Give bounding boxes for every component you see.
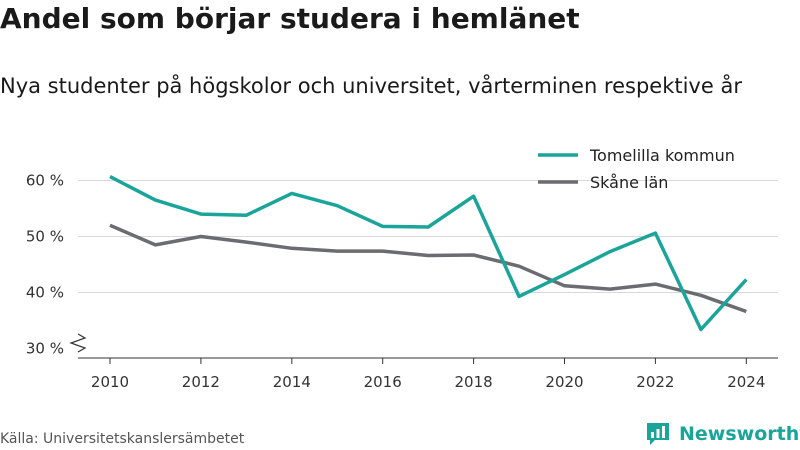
grid-lines	[78, 180, 778, 293]
y-tick-label: 40 %	[26, 284, 64, 302]
x-tick-label: 2020	[545, 373, 583, 391]
line-chart: 30 % 40 % 50 % 60 % 2010 2012 2014 2016 2018 202…	[26, 146, 778, 391]
y-tick-label: 50 %	[26, 228, 64, 246]
x-tick-label: 2018	[455, 373, 493, 391]
brand-name: Newsworthy	[679, 423, 800, 445]
x-tick-label: 2022	[636, 373, 674, 391]
chart-subtitle: Nya studenter på högskolor och universit…	[0, 74, 742, 98]
x-tick-label: 2012	[182, 373, 220, 391]
x-tick-label: 2016	[364, 373, 402, 391]
y-tick-label: 30 %	[26, 340, 64, 358]
legend-label: Tomelilla kommun	[589, 146, 735, 165]
y-axis: 30 % 40 % 50 % 60 %	[26, 172, 87, 358]
newsworthy-icon	[647, 423, 669, 445]
series-lines	[109, 175, 748, 332]
legend: Tomelilla kommun Skåne län	[538, 146, 735, 192]
x-axis: 2010 2012 2014 2016 2018 2020 2022 2024	[78, 357, 778, 391]
series-line-sk-ne-l-n	[109, 223, 747, 314]
series-line-tomelilla-kommun	[109, 175, 748, 332]
chart-title: Andel som börjar studera i hemlänet	[0, 2, 580, 35]
x-tick-label: 2024	[727, 373, 765, 391]
brand-logo: Newsworthy	[645, 421, 800, 447]
x-tick-label: 2010	[91, 373, 129, 391]
axis-break-icon	[69, 333, 87, 353]
source-note: Källa: Universitetskanslersämbetet	[0, 431, 245, 447]
x-tick-label: 2014	[273, 373, 311, 391]
y-tick-label: 60 %	[26, 172, 64, 190]
legend-label: Skåne län	[590, 173, 668, 192]
